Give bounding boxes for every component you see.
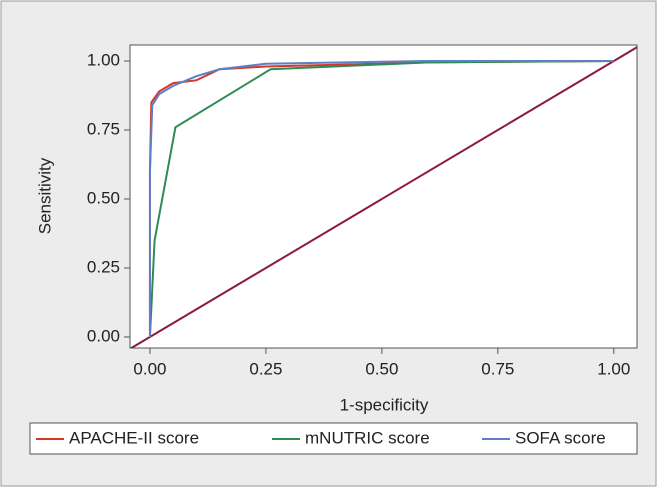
x-axis-label: 1-specificity <box>340 395 429 414</box>
x-tick-label: 0.25 <box>249 359 282 378</box>
y-tick-label: 1.00 <box>87 50 120 69</box>
x-tick-label: 0.50 <box>365 359 398 378</box>
y-tick-label: 0.75 <box>87 119 120 138</box>
x-tick-label: 0.00 <box>133 359 166 378</box>
x-tick-label: 0.75 <box>481 359 514 378</box>
x-tick-label: 1.00 <box>597 359 630 378</box>
y-tick-label: 0.25 <box>87 257 120 276</box>
y-tick-label: 0.50 <box>87 188 120 207</box>
legend-label: SOFA score <box>515 428 606 447</box>
roc-curve <box>148 60 614 338</box>
legend-label: APACHE-II score <box>69 428 199 447</box>
roc-curve <box>148 60 614 337</box>
y-tick-label: 0.00 <box>87 326 120 345</box>
legend <box>29 422 638 455</box>
legend-label: mNUTRIC score <box>305 428 430 447</box>
y-axis-label: Sensitivity <box>35 157 54 234</box>
diagonal <box>130 46 637 348</box>
